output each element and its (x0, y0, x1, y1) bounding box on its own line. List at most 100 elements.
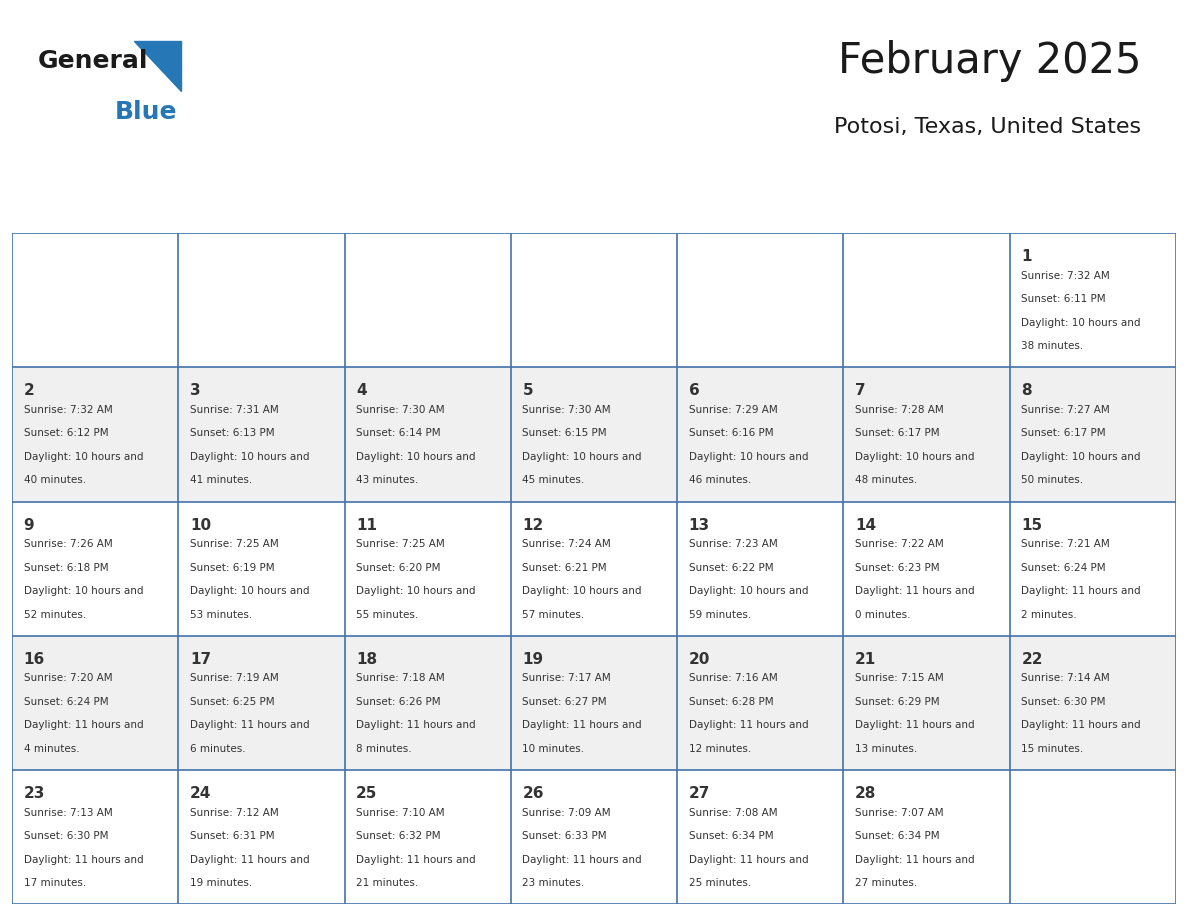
Text: Daylight: 10 hours and: Daylight: 10 hours and (356, 452, 475, 462)
Text: Sunrise: 7:27 AM: Sunrise: 7:27 AM (1022, 405, 1111, 415)
Text: Sunset: 6:22 PM: Sunset: 6:22 PM (689, 563, 773, 573)
Text: 21: 21 (855, 652, 877, 666)
Text: 26: 26 (523, 786, 544, 801)
Text: Sunrise: 7:16 AM: Sunrise: 7:16 AM (689, 674, 778, 683)
Text: Sunset: 6:17 PM: Sunset: 6:17 PM (855, 429, 940, 439)
Text: Daylight: 11 hours and: Daylight: 11 hours and (356, 721, 475, 731)
Text: Sunset: 6:17 PM: Sunset: 6:17 PM (1022, 429, 1106, 439)
Text: 22: 22 (1022, 652, 1043, 666)
Text: 23: 23 (24, 786, 45, 801)
Text: 55 minutes.: 55 minutes. (356, 610, 418, 620)
Text: Daylight: 11 hours and: Daylight: 11 hours and (855, 587, 974, 596)
Text: Sunrise: 7:24 AM: Sunrise: 7:24 AM (523, 539, 612, 549)
Text: Daylight: 10 hours and: Daylight: 10 hours and (523, 587, 642, 596)
Text: 5: 5 (523, 384, 533, 398)
Text: 17 minutes.: 17 minutes. (24, 878, 86, 888)
Text: Sunrise: 7:32 AM: Sunrise: 7:32 AM (1022, 271, 1111, 281)
Text: Sunset: 6:26 PM: Sunset: 6:26 PM (356, 697, 441, 707)
Text: Sunset: 6:27 PM: Sunset: 6:27 PM (523, 697, 607, 707)
Text: 0 minutes.: 0 minutes. (855, 610, 911, 620)
Text: 27 minutes.: 27 minutes. (855, 878, 917, 888)
Text: Daylight: 10 hours and: Daylight: 10 hours and (190, 587, 309, 596)
Text: Daylight: 11 hours and: Daylight: 11 hours and (523, 855, 642, 865)
Text: Sunset: 6:19 PM: Sunset: 6:19 PM (190, 563, 274, 573)
Text: Sunday: Sunday (25, 196, 94, 214)
Text: Sunset: 6:14 PM: Sunset: 6:14 PM (356, 429, 441, 439)
Text: 38 minutes.: 38 minutes. (1022, 341, 1083, 352)
Text: Sunrise: 7:23 AM: Sunrise: 7:23 AM (689, 539, 778, 549)
Text: Daylight: 11 hours and: Daylight: 11 hours and (689, 855, 808, 865)
Text: Sunset: 6:16 PM: Sunset: 6:16 PM (689, 429, 773, 439)
Bar (12, 636, 1176, 770)
Text: Sunset: 6:13 PM: Sunset: 6:13 PM (190, 429, 274, 439)
Text: Daylight: 11 hours and: Daylight: 11 hours and (190, 855, 309, 865)
Text: 4 minutes.: 4 minutes. (24, 744, 80, 754)
Text: Sunset: 6:34 PM: Sunset: 6:34 PM (689, 831, 773, 841)
Text: Sunset: 6:31 PM: Sunset: 6:31 PM (190, 831, 274, 841)
Text: Daylight: 11 hours and: Daylight: 11 hours and (24, 855, 143, 865)
Text: Tuesday: Tuesday (358, 196, 434, 214)
Text: Sunset: 6:29 PM: Sunset: 6:29 PM (855, 697, 940, 707)
Text: Sunset: 6:20 PM: Sunset: 6:20 PM (356, 563, 441, 573)
Bar (12, 501, 1176, 636)
Text: 25 minutes.: 25 minutes. (689, 878, 751, 888)
Text: Sunset: 6:21 PM: Sunset: 6:21 PM (523, 563, 607, 573)
Text: Sunrise: 7:07 AM: Sunrise: 7:07 AM (855, 808, 943, 818)
Text: 50 minutes.: 50 minutes. (1022, 476, 1083, 486)
Text: Sunset: 6:24 PM: Sunset: 6:24 PM (1022, 563, 1106, 573)
Text: Sunrise: 7:25 AM: Sunrise: 7:25 AM (190, 539, 279, 549)
Text: 19: 19 (523, 652, 544, 666)
Text: Daylight: 10 hours and: Daylight: 10 hours and (1022, 452, 1140, 462)
Polygon shape (134, 41, 181, 91)
Text: 1: 1 (1022, 250, 1032, 264)
Text: 3: 3 (190, 384, 201, 398)
Text: Sunrise: 7:29 AM: Sunrise: 7:29 AM (689, 405, 778, 415)
Text: Thursday: Thursday (690, 196, 777, 214)
Text: Sunrise: 7:30 AM: Sunrise: 7:30 AM (356, 405, 444, 415)
Text: February 2025: February 2025 (838, 39, 1142, 82)
Text: Sunrise: 7:09 AM: Sunrise: 7:09 AM (523, 808, 611, 818)
Text: 2: 2 (24, 384, 34, 398)
Bar (12, 367, 1176, 501)
Text: 10: 10 (190, 518, 211, 532)
Text: 48 minutes.: 48 minutes. (855, 476, 917, 486)
Text: 21 minutes.: 21 minutes. (356, 878, 418, 888)
Text: 53 minutes.: 53 minutes. (190, 610, 252, 620)
Text: 8 minutes.: 8 minutes. (356, 744, 412, 754)
Text: 52 minutes.: 52 minutes. (24, 610, 86, 620)
Text: 2 minutes.: 2 minutes. (1022, 610, 1078, 620)
Text: 10 minutes.: 10 minutes. (523, 744, 584, 754)
Text: Sunrise: 7:32 AM: Sunrise: 7:32 AM (24, 405, 113, 415)
Text: 57 minutes.: 57 minutes. (523, 610, 584, 620)
Text: 6 minutes.: 6 minutes. (190, 744, 246, 754)
Text: Monday: Monday (191, 196, 265, 214)
Text: Sunrise: 7:21 AM: Sunrise: 7:21 AM (1022, 539, 1111, 549)
Text: 18: 18 (356, 652, 378, 666)
Text: 45 minutes.: 45 minutes. (523, 476, 584, 486)
Text: Sunset: 6:30 PM: Sunset: 6:30 PM (1022, 697, 1106, 707)
Text: Friday: Friday (857, 196, 915, 214)
Text: Daylight: 10 hours and: Daylight: 10 hours and (24, 452, 143, 462)
Text: Sunrise: 7:15 AM: Sunrise: 7:15 AM (855, 674, 944, 683)
Text: Daylight: 11 hours and: Daylight: 11 hours and (689, 721, 808, 731)
Text: 25: 25 (356, 786, 378, 801)
Text: 41 minutes.: 41 minutes. (190, 476, 252, 486)
Text: Sunrise: 7:18 AM: Sunrise: 7:18 AM (356, 674, 446, 683)
Text: 46 minutes.: 46 minutes. (689, 476, 751, 486)
Text: Sunrise: 7:26 AM: Sunrise: 7:26 AM (24, 539, 113, 549)
Text: Daylight: 10 hours and: Daylight: 10 hours and (689, 452, 808, 462)
Text: Potosi, Texas, United States: Potosi, Texas, United States (834, 118, 1142, 138)
Text: Wednesday: Wednesday (524, 196, 632, 214)
Text: 15 minutes.: 15 minutes. (1022, 744, 1083, 754)
Text: Daylight: 10 hours and: Daylight: 10 hours and (1022, 318, 1140, 328)
Text: 4: 4 (356, 384, 367, 398)
Text: Sunrise: 7:30 AM: Sunrise: 7:30 AM (523, 405, 611, 415)
Text: Sunset: 6:28 PM: Sunset: 6:28 PM (689, 697, 773, 707)
Text: Daylight: 10 hours and: Daylight: 10 hours and (689, 587, 808, 596)
Text: Sunset: 6:12 PM: Sunset: 6:12 PM (24, 429, 108, 439)
Text: 59 minutes.: 59 minutes. (689, 610, 751, 620)
Text: 17: 17 (190, 652, 211, 666)
Text: Sunrise: 7:08 AM: Sunrise: 7:08 AM (689, 808, 777, 818)
Text: 24: 24 (190, 786, 211, 801)
Text: Sunset: 6:25 PM: Sunset: 6:25 PM (190, 697, 274, 707)
